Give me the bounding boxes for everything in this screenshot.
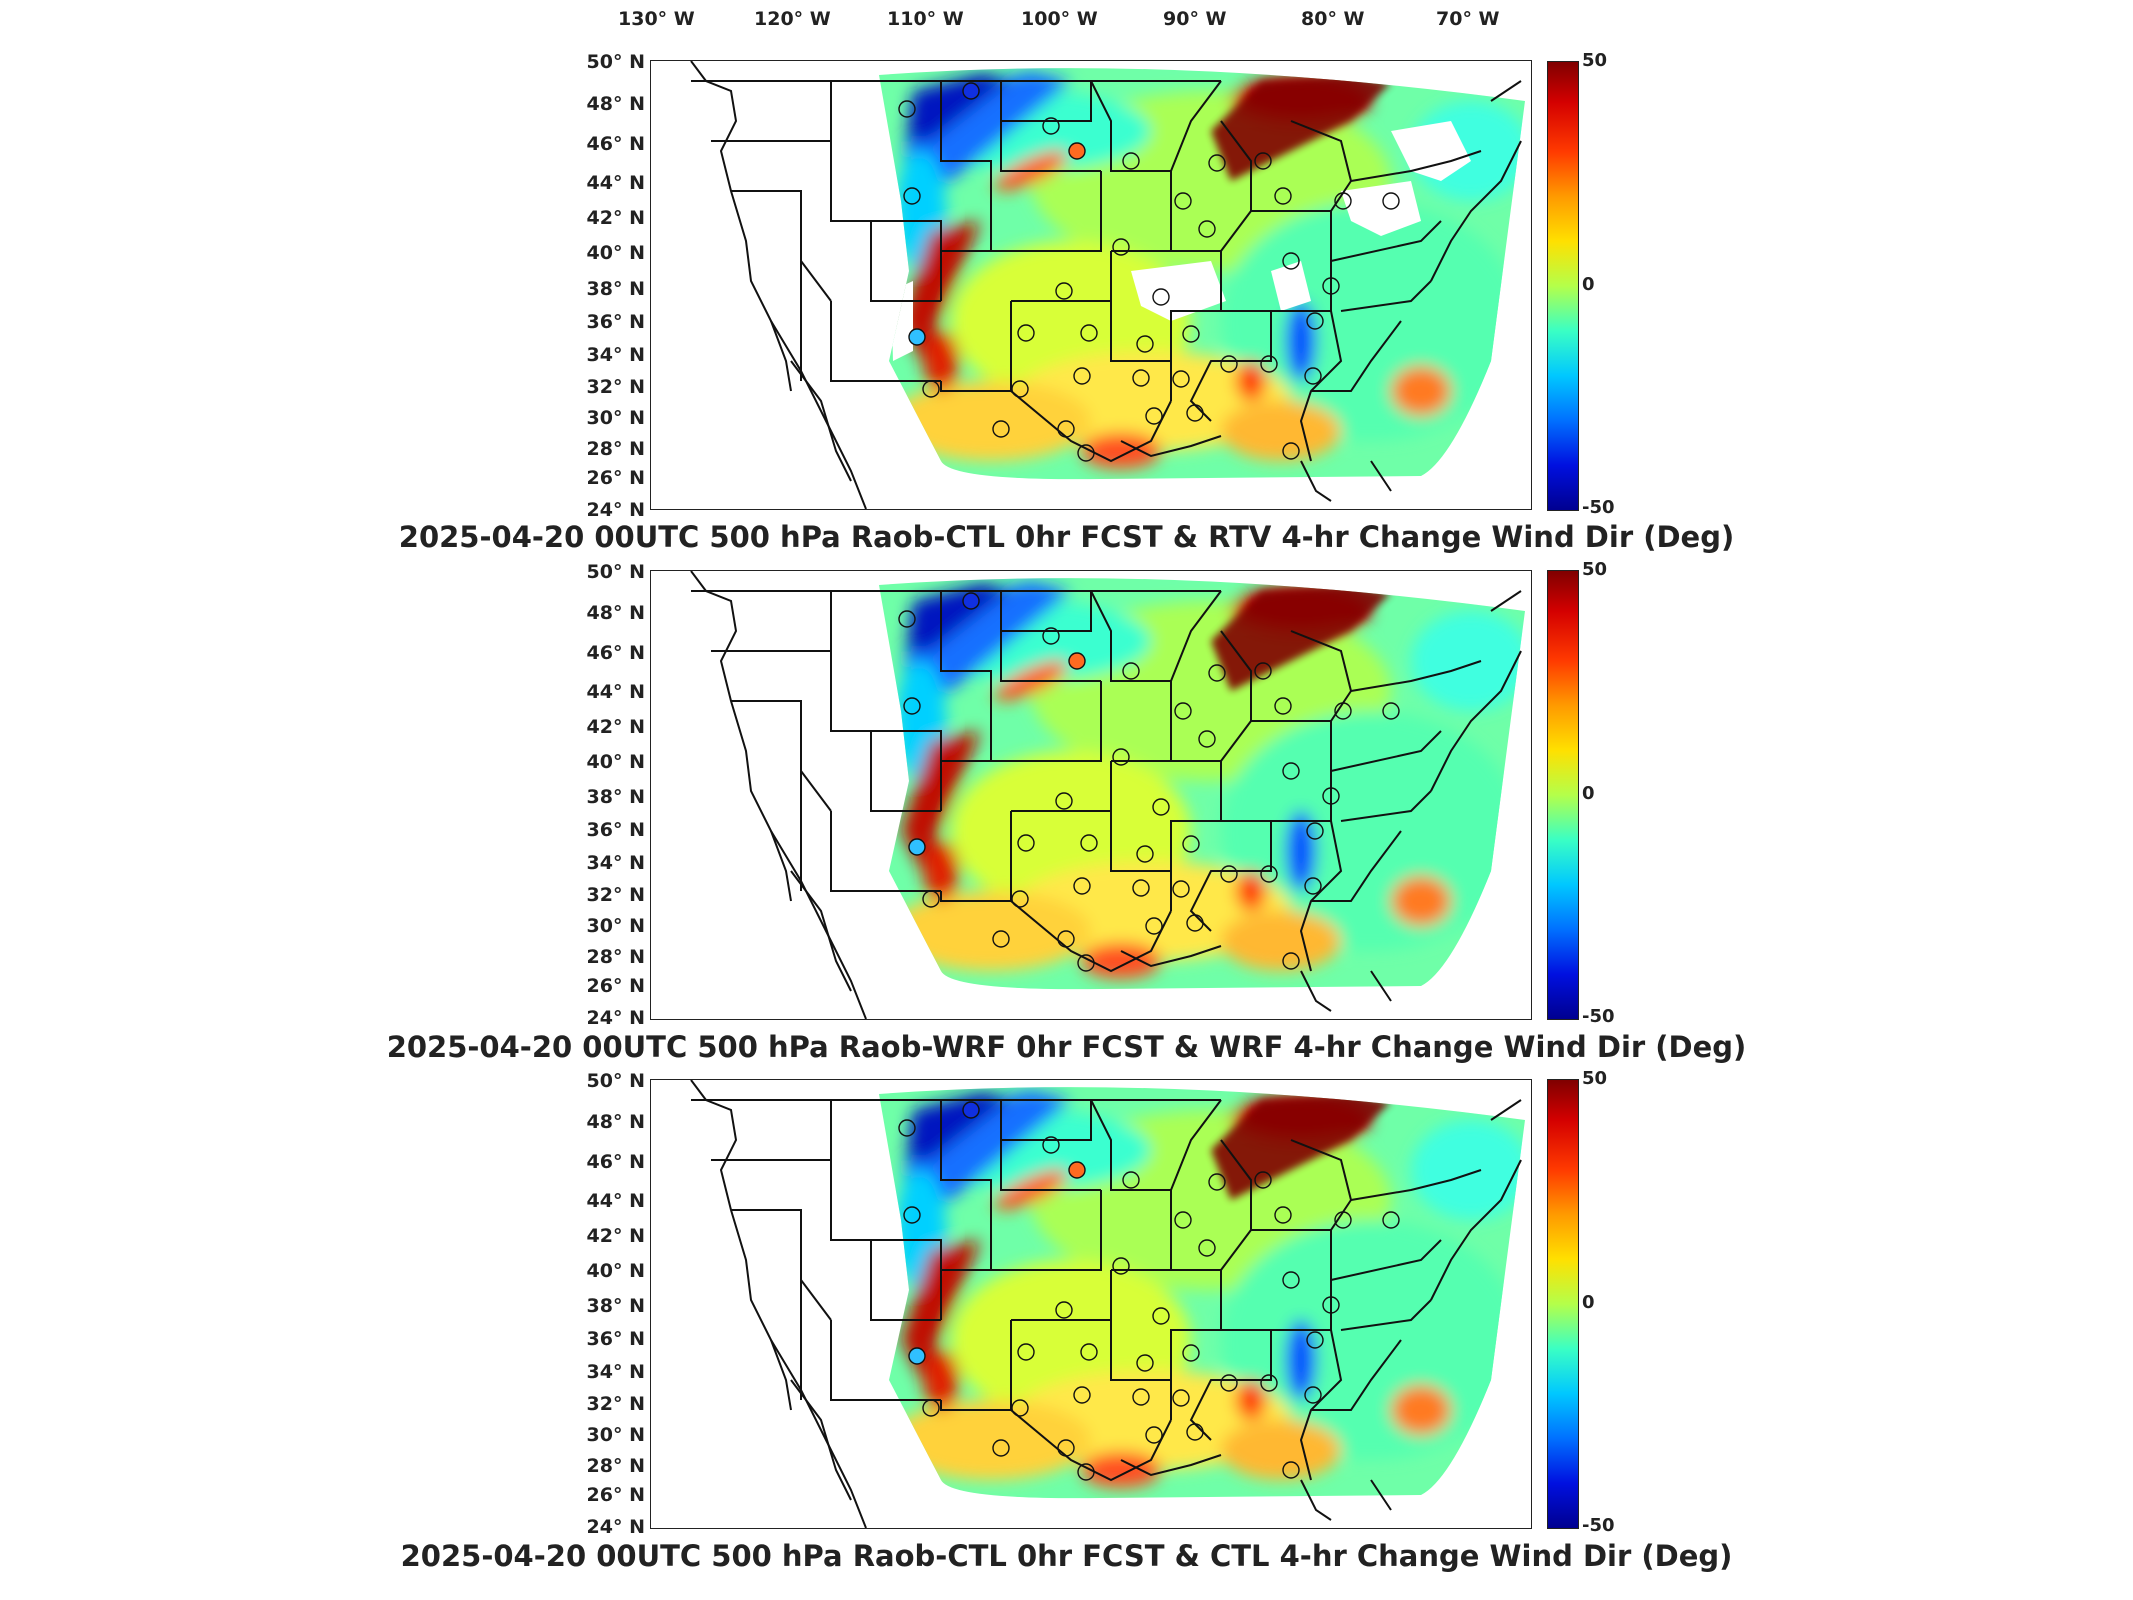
map-frame <box>650 570 1532 1020</box>
lat-label: 42° N <box>586 1225 645 1247</box>
lat-label: 28° N <box>586 438 645 460</box>
lon-label: 130° W <box>618 8 695 30</box>
lat-label: 40° N <box>586 1260 645 1282</box>
lat-label: 48° N <box>586 1111 645 1133</box>
lat-label: 26° N <box>586 467 645 489</box>
colorbar <box>1547 570 1579 1020</box>
colorbar-max-label: 50 <box>1582 50 1608 71</box>
lat-label: 42° N <box>586 716 645 738</box>
lat-label: 32° N <box>586 1393 645 1415</box>
lat-label: 46° N <box>586 133 645 155</box>
lat-label: 26° N <box>586 975 645 997</box>
map-frame <box>650 60 1532 510</box>
lat-label: 48° N <box>586 93 645 115</box>
lat-label: 44° N <box>586 681 645 703</box>
lat-label: 26° N <box>586 1484 645 1506</box>
lat-label: 24° N <box>586 1516 645 1538</box>
map-frame <box>650 1079 1532 1529</box>
lon-label: 80° W <box>1301 8 1365 30</box>
lat-label: 50° N <box>586 51 645 73</box>
lat-label: 38° N <box>586 278 645 300</box>
lat-label: 38° N <box>586 786 645 808</box>
lat-label: 30° N <box>586 407 645 429</box>
lat-label: 50° N <box>586 561 645 583</box>
longitude-axis: 130° W 120° W 110° W 100° W 90° W 80° W … <box>0 0 2133 40</box>
lat-label: 34° N <box>586 852 645 874</box>
colorbar-max-label: 50 <box>1582 1068 1608 1089</box>
lat-label: 48° N <box>586 602 645 624</box>
lat-label: 46° N <box>586 1151 645 1173</box>
lat-label: 36° N <box>586 311 645 333</box>
colorbar-max-label: 50 <box>1582 559 1608 580</box>
lat-label: 38° N <box>586 1295 645 1317</box>
lat-label: 32° N <box>586 884 645 906</box>
lon-label: 110° W <box>887 8 964 30</box>
lat-label: 28° N <box>586 946 645 968</box>
colorbar-min-label: -50 <box>1582 1515 1615 1536</box>
lat-label: 34° N <box>586 1361 645 1383</box>
lat-label: 44° N <box>586 172 645 194</box>
colorbar <box>1547 61 1579 511</box>
lat-label: 36° N <box>586 1328 645 1350</box>
panel-title: 2025-04-20 00UTC 500 hPa Raob-CTL 0hr FC… <box>400 1539 1733 1573</box>
lat-label: 36° N <box>586 819 645 841</box>
lat-label: 40° N <box>586 242 645 264</box>
lat-label: 34° N <box>586 344 645 366</box>
colorbar-mid-label: 0 <box>1582 783 1595 804</box>
colorbar-mid-label: 0 <box>1582 274 1595 295</box>
panel-title: 2025-04-20 00UTC 500 hPa Raob-CTL 0hr FC… <box>398 520 1735 554</box>
colorbar-min-label: -50 <box>1582 497 1615 518</box>
lat-label: 46° N <box>586 642 645 664</box>
lon-label: 90° W <box>1163 8 1227 30</box>
colorbar-min-label: -50 <box>1582 1006 1615 1027</box>
lat-label: 32° N <box>586 376 645 398</box>
lat-label: 40° N <box>586 751 645 773</box>
lat-label: 24° N <box>586 1007 645 1029</box>
panel-title: 2025-04-20 00UTC 500 hPa Raob-WRF 0hr FC… <box>386 1030 1747 1064</box>
lat-label: 30° N <box>586 915 645 937</box>
lon-label: 70° W <box>1436 8 1500 30</box>
lon-label: 120° W <box>754 8 831 30</box>
lon-label: 100° W <box>1021 8 1098 30</box>
lat-label: 24° N <box>586 499 645 521</box>
colorbar <box>1547 1079 1579 1529</box>
lat-label: 50° N <box>586 1070 645 1092</box>
colorbar-mid-label: 0 <box>1582 1292 1595 1313</box>
lat-label: 44° N <box>586 1190 645 1212</box>
lat-label: 28° N <box>586 1455 645 1477</box>
lat-label: 42° N <box>586 207 645 229</box>
lat-label: 30° N <box>586 1424 645 1446</box>
